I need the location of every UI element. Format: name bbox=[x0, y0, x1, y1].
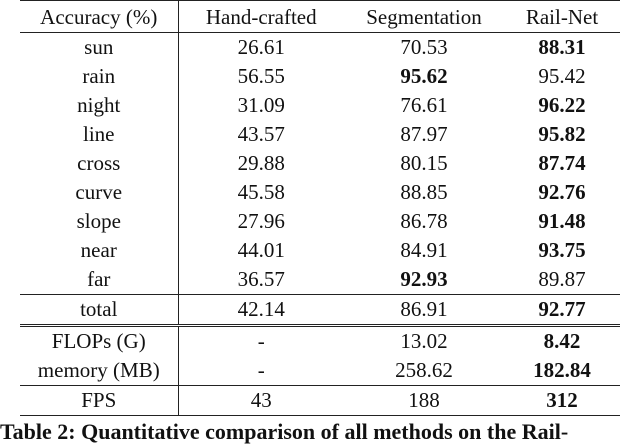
cell-segmentation: 188 bbox=[344, 385, 504, 416]
total-row: total 42.14 86.91 92.77 bbox=[20, 294, 620, 326]
cell-rail-net: 87.74 bbox=[538, 151, 586, 175]
table-row: line 43.57 87.97 95.82 bbox=[20, 120, 620, 149]
table-row: curve 45.58 88.85 92.76 bbox=[20, 178, 620, 207]
cell-segmentation: 86.91 bbox=[344, 294, 504, 326]
table-row: night 31.09 76.61 96.22 bbox=[20, 91, 620, 120]
row-label: memory (MB) bbox=[20, 356, 179, 386]
table-row: slope 27.96 86.78 91.48 bbox=[20, 207, 620, 236]
cell-hand-crafted: 45.58 bbox=[237, 180, 285, 204]
row-label: rain bbox=[20, 62, 179, 91]
cell-segmentation: 88.85 bbox=[400, 180, 448, 204]
cell-segmentation: 86.78 bbox=[400, 209, 448, 233]
table-row: near 44.01 84.91 93.75 bbox=[20, 236, 620, 265]
cell-rail-net: 312 bbox=[504, 385, 620, 416]
cell-segmentation: 13.02 bbox=[344, 324, 504, 356]
row-label: sun bbox=[20, 32, 179, 62]
row-label: near bbox=[20, 236, 179, 265]
cell-rail-net: 182.84 bbox=[533, 358, 591, 382]
row-label: FLOPs (G) bbox=[20, 324, 179, 356]
row-label: night bbox=[20, 91, 179, 120]
row-label: slope bbox=[20, 207, 179, 236]
cell-rail-net: 96.22 bbox=[538, 93, 586, 117]
row-label: far bbox=[20, 265, 179, 295]
cell-segmentation: 95.62 bbox=[400, 64, 448, 88]
header-rail-net: Rail-Net bbox=[504, 0, 620, 33]
cell-hand-crafted: 43 bbox=[178, 385, 344, 416]
cell-segmentation: 92.93 bbox=[400, 267, 448, 291]
table-row: far 36.57 92.93 89.87 bbox=[20, 265, 620, 295]
accuracy-rows: sun 26.61 70.53 88.31 rain 56.55 95.62 9… bbox=[20, 32, 620, 416]
cell-hand-crafted: 42.14 bbox=[178, 294, 344, 326]
cell-rail-net: 8.42 bbox=[504, 324, 620, 356]
cell-segmentation: 258.62 bbox=[395, 358, 453, 382]
cell-hand-crafted: 27.96 bbox=[237, 209, 285, 233]
cell-rail-net: 91.48 bbox=[538, 209, 586, 233]
cell-rail-net: 89.87 bbox=[538, 267, 586, 291]
table-row: sun 26.61 70.53 88.31 bbox=[20, 32, 620, 62]
cell-rail-net: 93.75 bbox=[538, 238, 586, 262]
cell-rail-net: 92.77 bbox=[504, 294, 620, 326]
header-hand-crafted: Hand-crafted bbox=[178, 0, 344, 33]
header-segmentation: Segmentation bbox=[344, 0, 504, 33]
row-label: total bbox=[20, 294, 179, 326]
row-label: FPS bbox=[20, 385, 179, 416]
cell-hand-crafted: - bbox=[178, 324, 344, 356]
cell-hand-crafted: 36.57 bbox=[237, 267, 285, 291]
flops-row: FLOPs (G) - 13.02 8.42 bbox=[20, 324, 620, 356]
results-table-container: Accuracy (%) Hand-crafted Segmentation R… bbox=[20, 0, 620, 416]
table-caption: Table 2: Quantitative comparison of all … bbox=[0, 419, 569, 444]
memory-row: memory (MB) - 258.62 182.84 bbox=[20, 356, 620, 386]
cell-hand-crafted: - bbox=[257, 358, 265, 382]
cell-hand-crafted: 29.88 bbox=[237, 151, 285, 175]
cell-hand-crafted: 31.09 bbox=[237, 93, 285, 117]
row-label: curve bbox=[20, 178, 179, 207]
cell-rail-net: 95.42 bbox=[538, 64, 586, 88]
cell-rail-net: 88.31 bbox=[538, 35, 586, 59]
cell-segmentation: 87.97 bbox=[400, 122, 448, 146]
row-label: line bbox=[20, 120, 179, 149]
cell-segmentation: 76.61 bbox=[400, 93, 448, 117]
cell-segmentation: 70.53 bbox=[400, 35, 448, 59]
cell-segmentation: 80.15 bbox=[400, 151, 448, 175]
cell-rail-net: 92.76 bbox=[538, 180, 586, 204]
cell-hand-crafted: 56.55 bbox=[237, 64, 285, 88]
cell-rail-net: 95.82 bbox=[538, 122, 586, 146]
table-row: cross 29.88 80.15 87.74 bbox=[20, 149, 620, 178]
cell-hand-crafted: 44.01 bbox=[237, 238, 285, 262]
table-row: rain 56.55 95.62 95.42 bbox=[20, 62, 620, 91]
results-table: Accuracy (%) Hand-crafted Segmentation R… bbox=[20, 0, 620, 416]
fps-row: FPS 43 188 312 bbox=[20, 385, 620, 416]
cell-segmentation: 84.91 bbox=[400, 238, 448, 262]
header-metric: Accuracy (%) bbox=[20, 0, 179, 33]
cell-hand-crafted: 43.57 bbox=[237, 122, 285, 146]
table-header-row: Accuracy (%) Hand-crafted Segmentation R… bbox=[20, 0, 620, 33]
cell-hand-crafted: 26.61 bbox=[237, 35, 285, 59]
row-label: cross bbox=[20, 149, 179, 178]
